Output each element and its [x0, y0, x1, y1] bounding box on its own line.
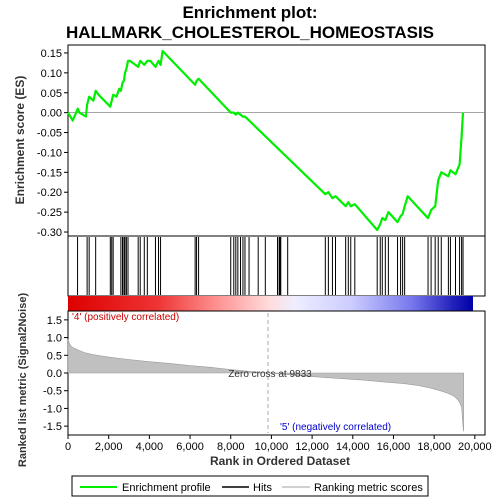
- legend-label-enrichment: Enrichment profile: [122, 482, 211, 494]
- hits-frame: [67, 235, 486, 297]
- hits-group: [77, 237, 464, 295]
- metric-y-tick-label: -1.5: [43, 421, 62, 433]
- es-y-tick-label: -0.30: [37, 227, 62, 239]
- metric-area-group: [67, 339, 464, 432]
- es-panel: 0.15 0.10 0.05 0.00 -0.05 -0.10 -0.15 -0.20 -0.2…: [13, 44, 486, 239]
- x-tick-label: 2,000: [95, 441, 123, 453]
- legend-label-metric: Ranking metric scores: [314, 482, 423, 494]
- metric-y-tick-label: 1.5: [47, 315, 62, 327]
- es-y-axis-title: Enrichment score (ES): [13, 76, 27, 205]
- es-y-tick-label: 0.15: [41, 48, 62, 60]
- x-tick-label: 8,000: [217, 441, 245, 453]
- legend-frame: [71, 475, 429, 497]
- chart-title-line2: HALLMARK_CHOLESTEROL_HOMEOSTASIS: [66, 23, 434, 42]
- es-y-tick-label: 0.00: [41, 108, 62, 120]
- positive-correlation-label: '4' (positively correlated): [72, 312, 179, 323]
- x-axis-title: Rank in Ordered Dataset: [210, 454, 350, 468]
- x-tick-label: 14,000: [336, 441, 370, 453]
- es-y-tick-label: 0.05: [41, 88, 62, 100]
- metric-y-tick-label: -0.5: [43, 386, 62, 398]
- metric-y-tick-label: -1.0: [43, 403, 62, 415]
- legend: Enrichment profile Hits Ranking metric s…: [71, 475, 429, 497]
- x-tick-label: 4,000: [136, 441, 164, 453]
- es-y-ticks: 0.15 0.10 0.05 0.00 -0.05 -0.10 -0.15 -0.20 -0.2…: [37, 48, 68, 239]
- hits-panel: [67, 235, 486, 297]
- es-y-tick-label: -0.15: [37, 167, 62, 179]
- chart-title-line1: Enrichment plot:: [182, 3, 317, 22]
- x-tick-label: 6,000: [176, 441, 204, 453]
- metric-y-tick-label: 0.5: [47, 350, 62, 362]
- es-plot-frame: [67, 44, 486, 237]
- metric-y-ticks: 1.5 1.0 0.5 0.0 -0.5 -1.0 -1.5: [43, 315, 68, 433]
- x-tick-label: 12,000: [295, 441, 329, 453]
- x-tick-label: 0: [65, 441, 71, 453]
- x-tick-label: 16,000: [377, 441, 411, 453]
- x-tick-label: 18,000: [417, 441, 451, 453]
- ranking-metric-area: [67, 339, 464, 432]
- zero-cross-label: Zero cross at 9833: [228, 369, 312, 380]
- rank-color-bar: [68, 296, 473, 311]
- negative-correlation-label: '5' (negatively correlated): [280, 422, 391, 433]
- x-tick-label: 10,000: [255, 441, 289, 453]
- metric-y-tick-label: 1.0: [47, 333, 62, 345]
- es-y-tick-label: 0.10: [41, 68, 62, 80]
- metric-y-tick-label: 0.0: [47, 368, 62, 380]
- metric-x-ticks: 0 2,000 4,000 6,000 8,000 10,000 12,000 14,000 1…: [65, 435, 492, 453]
- metric-y-axis-title: Ranked list metric (Signal2Noise): [17, 293, 29, 468]
- metric-panel: 1.5 1.0 0.5 0.0 -0.5 -1.0 -1.5 0 2,000 4,000 6,00…: [17, 293, 492, 468]
- es-y-tick-label: -0.20: [37, 187, 62, 199]
- enrichment-profile-line: [67, 49, 465, 232]
- x-tick-label: 20,000: [458, 441, 492, 453]
- es-y-tick-label: -0.10: [37, 147, 62, 159]
- es-y-tick-label: -0.25: [37, 207, 62, 219]
- es-y-tick-label: -0.05: [37, 128, 62, 140]
- es-line-group: [67, 49, 465, 232]
- legend-label-hits: Hits: [253, 482, 272, 494]
